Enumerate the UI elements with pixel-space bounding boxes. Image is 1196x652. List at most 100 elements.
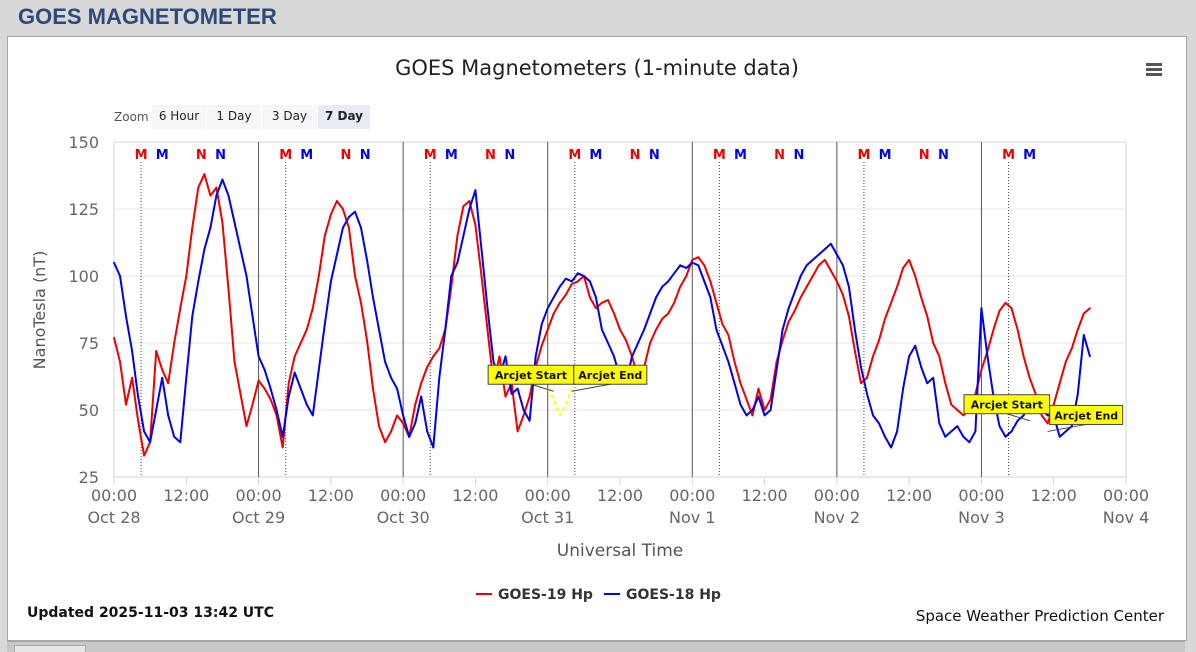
data-point (257, 379, 260, 382)
series-line (546, 388, 573, 417)
data-point (673, 301, 676, 304)
data-point (239, 393, 242, 395)
data-point (733, 382, 736, 385)
data-point (1076, 328, 1079, 331)
data-point (342, 208, 344, 210)
chart-menu-icon[interactable] (1146, 63, 1162, 76)
zoom-button[interactable] (207, 105, 261, 129)
marker-m: M (734, 148, 747, 163)
data-point (866, 376, 868, 379)
data-point (589, 280, 591, 283)
tab-stub[interactable] (14, 645, 86, 652)
data-point (390, 430, 392, 433)
data-point (414, 422, 417, 425)
marker-m: M (568, 148, 581, 163)
data-point (727, 360, 730, 363)
zoom-button-label[interactable]: 6 Hour (159, 109, 199, 123)
y-tick-label: 125 (68, 200, 99, 219)
data-point (125, 403, 127, 406)
data-point (396, 414, 398, 417)
data-point (781, 339, 784, 342)
zoom-button[interactable] (262, 105, 317, 129)
data-point (504, 395, 507, 398)
data-point (498, 355, 501, 358)
zoom-label: Zoom (114, 110, 149, 124)
data-point (384, 441, 386, 444)
zoom-button-label[interactable]: 3 Day (272, 109, 307, 123)
zoom-button[interactable] (318, 105, 370, 129)
data-point (890, 301, 892, 304)
data-point (1010, 307, 1013, 310)
data-point (336, 253, 338, 256)
marker-m: M (300, 148, 313, 163)
data-point (926, 315, 929, 318)
data-point (570, 280, 573, 283)
data-point (167, 382, 170, 385)
data-point (721, 323, 724, 326)
data-point (486, 328, 489, 331)
annotation-connector (530, 383, 554, 392)
legend-item[interactable]: GOES-18 Hp (626, 587, 721, 603)
data-point (323, 234, 326, 237)
data-point (342, 226, 344, 229)
data-point (787, 320, 790, 323)
zoom-button-label[interactable]: 7 Day (325, 109, 363, 123)
data-point (751, 414, 754, 417)
annotation-label: Arcjet End (1054, 409, 1118, 422)
x-tick-time: 12:00 (1031, 486, 1077, 505)
data-point (293, 355, 296, 358)
data-point (1089, 355, 1091, 358)
data-point (510, 393, 513, 395)
data-point (914, 344, 917, 347)
data-point (137, 395, 140, 398)
data-point (1040, 414, 1043, 417)
zoom-button-label[interactable]: 1 Day (216, 109, 251, 123)
data-point (775, 368, 778, 371)
legend-item[interactable]: GOES-19 Hp (498, 587, 593, 603)
data-point (299, 387, 302, 390)
marker-n: N (215, 148, 226, 163)
data-point (432, 355, 435, 358)
data-point (703, 280, 706, 283)
data-point (203, 248, 206, 251)
zoom-button[interactable] (152, 105, 206, 129)
data-point (474, 189, 477, 192)
data-point (823, 248, 826, 251)
x-tick-date: Oct 31 (521, 508, 574, 527)
data-point (558, 285, 561, 288)
data-point (1004, 301, 1007, 304)
x-tick-time: 12:00 (308, 486, 354, 505)
data-point (733, 360, 736, 363)
marker-m: M (857, 148, 870, 163)
credit-text: Space Weather Prediction Center (916, 607, 1165, 625)
annotation-connector (571, 383, 611, 392)
bottom-tab-strip (7, 641, 1185, 652)
data-point (757, 387, 760, 390)
data-point (625, 339, 627, 342)
data-point (697, 256, 700, 259)
data-point (860, 382, 862, 385)
data-point (149, 441, 152, 444)
marker-n: N (938, 148, 949, 163)
data-point (872, 355, 874, 358)
y-tick-label: 100 (68, 267, 99, 286)
annotation-box (963, 394, 1051, 415)
data-point (143, 454, 146, 457)
chart-title: GOES Magnetometers (1-minute data) (395, 56, 799, 80)
data-point (805, 285, 808, 288)
data-point (372, 387, 374, 390)
data-point (980, 368, 983, 371)
data-point (595, 296, 597, 299)
data-point (842, 264, 844, 267)
page-title: GOES MAGNETOMETER (18, 4, 277, 29)
data-point (1070, 347, 1073, 350)
data-point (1022, 355, 1025, 358)
data-point (727, 334, 730, 336)
data-point (667, 312, 670, 315)
data-point (1046, 422, 1049, 425)
data-point (492, 360, 495, 363)
marker-m: M (1002, 148, 1015, 163)
y-tick-label: 50 (79, 401, 99, 420)
data-point (305, 403, 308, 406)
plot-frame (113, 141, 1127, 478)
